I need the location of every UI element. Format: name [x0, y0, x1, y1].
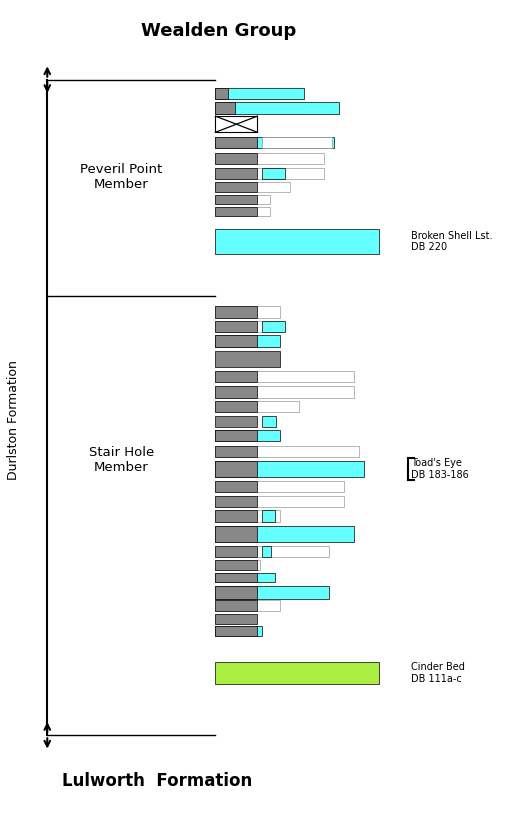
- Bar: [216, 183, 258, 192]
- Bar: [216, 386, 354, 398]
- Bar: [216, 496, 344, 507]
- Bar: [216, 626, 258, 636]
- Bar: [216, 496, 258, 507]
- Bar: [216, 371, 258, 382]
- Bar: [262, 137, 332, 148]
- Bar: [216, 561, 258, 570]
- Bar: [216, 137, 258, 148]
- Bar: [216, 207, 270, 217]
- Bar: [262, 546, 271, 557]
- Bar: [216, 306, 258, 318]
- Text: Stair Hole
Member: Stair Hole Member: [89, 446, 154, 474]
- Bar: [216, 416, 258, 427]
- Bar: [216, 614, 258, 623]
- Bar: [216, 321, 280, 333]
- Bar: [216, 195, 270, 205]
- Bar: [216, 207, 258, 217]
- Bar: [216, 350, 280, 367]
- Bar: [216, 103, 339, 113]
- Bar: [216, 336, 258, 347]
- Bar: [262, 510, 275, 522]
- Bar: [216, 168, 258, 179]
- Bar: [216, 481, 344, 492]
- Bar: [216, 626, 262, 636]
- Bar: [216, 446, 359, 457]
- Text: Wealden Group: Wealden Group: [141, 22, 296, 40]
- Bar: [262, 321, 285, 333]
- Bar: [216, 88, 228, 99]
- Bar: [216, 510, 280, 522]
- Bar: [216, 510, 258, 522]
- Bar: [216, 401, 300, 412]
- Bar: [216, 321, 258, 333]
- Bar: [216, 546, 258, 557]
- Bar: [216, 183, 289, 192]
- Bar: [216, 600, 280, 611]
- Bar: [216, 614, 238, 623]
- Bar: [262, 168, 285, 179]
- Bar: [216, 371, 354, 382]
- Bar: [216, 446, 258, 457]
- Bar: [262, 416, 276, 427]
- Text: Lulworth  Formation: Lulworth Formation: [62, 773, 252, 791]
- Bar: [216, 88, 304, 99]
- Bar: [216, 195, 258, 205]
- Bar: [216, 573, 275, 583]
- Bar: [216, 526, 354, 542]
- Bar: [216, 116, 258, 132]
- Bar: [216, 430, 280, 442]
- Bar: [216, 662, 378, 685]
- Bar: [216, 152, 258, 164]
- Bar: [216, 137, 334, 148]
- Text: Toad's Eye
DB 183-186: Toad's Eye DB 183-186: [411, 458, 468, 480]
- Text: Peveril Point
Member: Peveril Point Member: [80, 163, 162, 191]
- Bar: [216, 461, 364, 477]
- Bar: [216, 168, 324, 179]
- Bar: [216, 481, 258, 492]
- Bar: [216, 461, 258, 477]
- Text: Cinder Bed
DB 111a-c: Cinder Bed DB 111a-c: [411, 663, 464, 684]
- Text: Broken Shell Lst.
DB 220: Broken Shell Lst. DB 220: [411, 231, 492, 253]
- Bar: [216, 336, 280, 347]
- Bar: [216, 573, 258, 583]
- Bar: [216, 561, 260, 570]
- Bar: [216, 546, 329, 557]
- Bar: [216, 586, 329, 598]
- Bar: [216, 430, 258, 442]
- Bar: [216, 103, 235, 113]
- Bar: [216, 586, 258, 598]
- Text: Durlston Formation: Durlston Formation: [7, 359, 20, 479]
- Bar: [216, 600, 258, 611]
- Bar: [216, 306, 280, 318]
- Bar: [216, 401, 258, 412]
- Bar: [216, 152, 324, 164]
- Bar: [216, 526, 258, 542]
- Bar: [216, 386, 258, 398]
- Bar: [216, 229, 378, 253]
